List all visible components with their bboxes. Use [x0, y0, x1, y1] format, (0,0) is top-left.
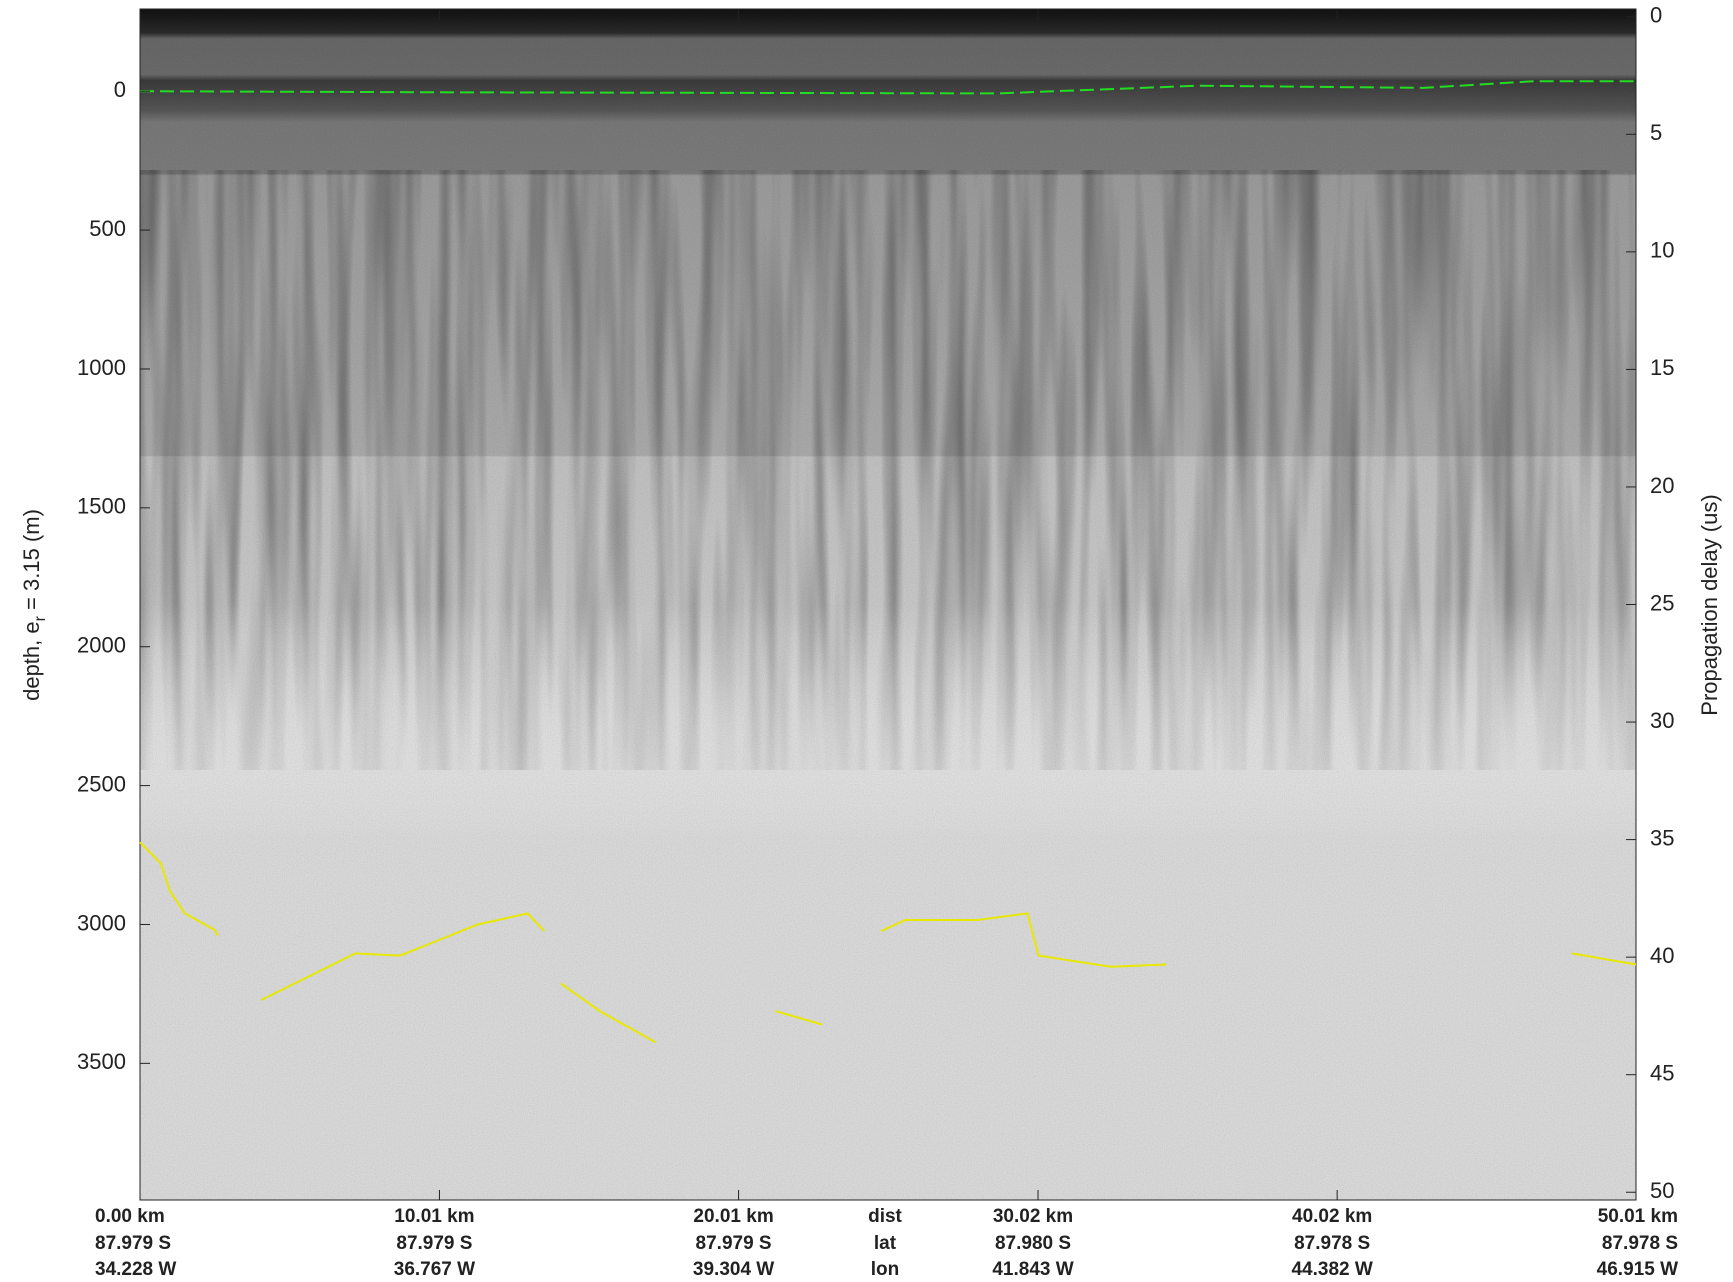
y-tick-label: 500 [89, 216, 126, 241]
row-label: dist [868, 1206, 902, 1227]
lat-label: 87.979 S [696, 1233, 772, 1254]
y2-axis-label: Propagation delay (us) [1697, 494, 1722, 715]
echogram-image [140, 9, 1636, 1200]
lon-label: 34.228 W [95, 1259, 176, 1280]
x-tick-label: 20.01 km [693, 1206, 773, 1227]
y-tick-label: 3000 [77, 910, 126, 935]
y2-tick-label: 40 [1650, 943, 1674, 968]
y2-tick-label: 45 [1650, 1061, 1674, 1086]
y-tick-label: 3500 [77, 1049, 126, 1074]
y-axis-label: depth, er = 3.15 (m) [19, 509, 49, 701]
y2-tick-label: 50 [1650, 1178, 1674, 1203]
lon-label: 36.767 W [394, 1259, 475, 1280]
x-tick-label: 0.00 km [95, 1206, 165, 1227]
x-tick-label: 30.02 km [993, 1206, 1073, 1227]
row-label: lat [874, 1233, 897, 1254]
row-label: lon [871, 1259, 900, 1280]
lon-label: 39.304 W [693, 1259, 774, 1280]
layer-line [139, 80, 1636, 95]
lon-label: 41.843 W [992, 1259, 1073, 1280]
y2-tick-label: 15 [1650, 355, 1674, 380]
x-tick-label: 10.01 km [394, 1206, 474, 1227]
lat-label: 87.978 S [1602, 1233, 1678, 1254]
x-tick-label: 40.02 km [1292, 1206, 1372, 1227]
x-tick-label: 50.01 km [1598, 1206, 1678, 1227]
y-label-rest: = 3.15 (m) [19, 509, 44, 616]
y-label-main: depth, e [19, 621, 44, 701]
y-tick-label: 0 [114, 77, 126, 102]
lat-label: 87.979 S [396, 1233, 472, 1254]
y2-tick-label: 0 [1650, 3, 1662, 28]
y-tick-label: 1000 [77, 355, 126, 380]
lat-label: 87.979 S [95, 1233, 171, 1254]
y-tick-label: 2500 [77, 771, 126, 796]
y2-tick-label: 20 [1650, 473, 1674, 498]
y2-tick-label: 5 [1650, 120, 1662, 145]
y2-tick-label: 35 [1650, 825, 1674, 850]
lat-label: 87.980 S [995, 1233, 1071, 1254]
lat-label: 87.978 S [1294, 1233, 1370, 1254]
y-label-sub: r [32, 615, 49, 621]
y-tick-label: 2000 [77, 633, 126, 658]
lon-label: 46.915 W [1597, 1259, 1678, 1280]
y2-tick-label: 30 [1650, 708, 1674, 733]
y2-tick-label: 25 [1650, 590, 1674, 615]
lon-label: 44.382 W [1291, 1259, 1372, 1280]
y-tick-label: 1500 [77, 494, 126, 519]
layer-line [139, 841, 1637, 1044]
y2-tick-label: 10 [1650, 238, 1674, 263]
